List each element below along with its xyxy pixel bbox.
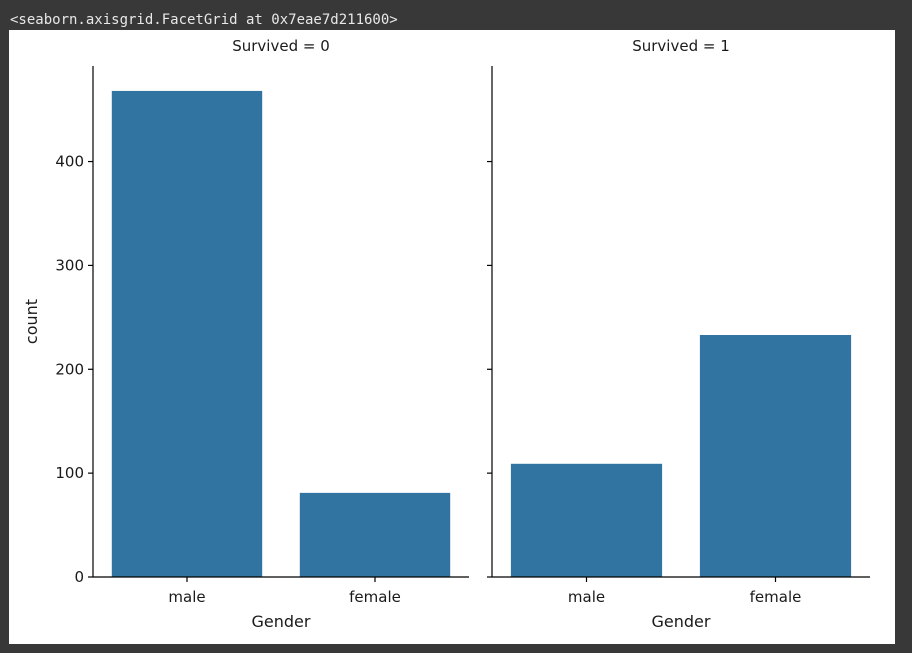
panel-title: Survived = 1 [632, 37, 730, 55]
facet-panel-0: Survived = 0 0 100 200 300 400 male female Gende… [22, 37, 469, 631]
y-tick-label: 0 [74, 568, 84, 586]
y-axis-label: count [22, 299, 41, 344]
y-tick-label: 100 [55, 464, 84, 482]
x-tick-label: female [349, 588, 401, 606]
bar-male [510, 463, 663, 577]
bar-female [299, 492, 451, 577]
x-axis-label: Gender [652, 612, 711, 631]
y-tick-label: 300 [55, 256, 84, 274]
bar-male [111, 90, 263, 578]
bar-female [699, 335, 852, 577]
x-axis-label: Gender [252, 612, 311, 631]
facet-grid-figure: Survived = 0 0 100 200 300 400 male female Gende… [9, 30, 895, 644]
x-tick-label: male [168, 588, 205, 606]
x-tick-label: female [750, 588, 802, 606]
facet-panel-1: Survived = 1 male female Gender [487, 37, 870, 631]
x-tick-label: male [568, 588, 605, 606]
facet-grid-svg: Survived = 0 0 100 200 300 400 male female Gende… [22, 37, 870, 631]
cell-output-text: <seaborn.axisgrid.FacetGrid at 0x7eae7d2… [10, 12, 398, 28]
y-tick-label: 400 [55, 153, 84, 171]
panel-title: Survived = 0 [232, 37, 330, 55]
y-tick-label: 200 [55, 360, 84, 378]
